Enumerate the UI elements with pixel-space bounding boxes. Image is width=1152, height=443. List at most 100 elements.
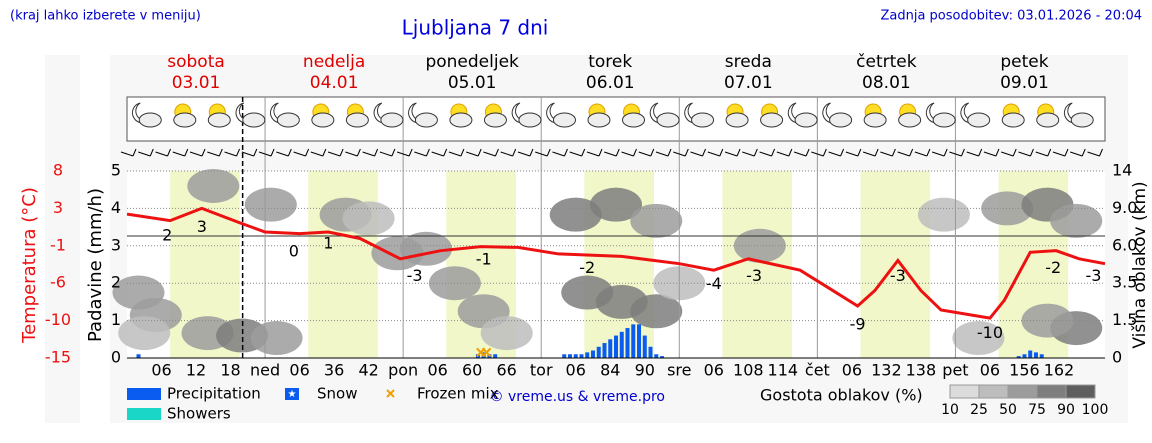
cloud-blob [590, 187, 642, 222]
wind-barb [167, 148, 171, 157]
cloud-tick-label: 3.5 [1112, 273, 1137, 292]
updated: Zadnja posodobitev: 03.01.2026 - 20:04 [880, 9, 1142, 24]
cloud-blob [118, 316, 171, 351]
precip-bar [619, 331, 624, 358]
precip-bar [648, 346, 653, 358]
wind-barb [138, 151, 151, 157]
cloud-icon [483, 112, 507, 128]
precip-bar [1039, 354, 1044, 358]
cloud-axis-title: Višina oblakov (km) [1130, 181, 1150, 348]
precip-bar [1022, 354, 1027, 358]
x-tick-label: 138 [906, 361, 937, 380]
temperature-axis-title: Temperatura (°C) [19, 187, 40, 344]
legend-label: Precipitation [167, 385, 261, 403]
temperature-tick-label: 8 [53, 161, 63, 180]
legend-swatch [127, 408, 161, 420]
day-date: 08.01 [862, 73, 911, 93]
wind-barb [897, 151, 910, 157]
precip-bar [136, 354, 141, 358]
x-tick-label: pet [942, 361, 968, 380]
legend-swatch [127, 388, 161, 400]
day-name: nedelja [303, 52, 365, 72]
x-tick-label: tor [530, 361, 553, 380]
x-tick-label: 114 [768, 361, 799, 380]
y-tick-label: 3 [111, 235, 121, 254]
wind-barb [236, 148, 241, 157]
wind-barb [362, 151, 375, 157]
wind-barb [805, 148, 810, 157]
temperature-line [126, 206, 1106, 320]
day-name: ponedeljek [425, 52, 519, 72]
cloud-icon [138, 112, 162, 128]
x-tick-label: 12 [186, 361, 206, 380]
x-tick-label: 84 [600, 361, 620, 380]
wind-barb [914, 151, 928, 157]
wind-barb [995, 148, 1000, 157]
wind-barb [149, 148, 154, 157]
wind-barb [788, 148, 793, 157]
precip-bar [614, 335, 618, 358]
cloud-icon [173, 112, 197, 128]
day-name: četrtek [856, 52, 917, 72]
day-name: sobota [167, 52, 225, 72]
wind-barb [736, 148, 741, 157]
temperature-label: -2 [579, 258, 595, 277]
wind-barb [448, 151, 462, 157]
wind-barb [466, 151, 479, 157]
cloud-blob [733, 228, 786, 263]
wind-barb [414, 151, 427, 157]
wind-barb [1070, 151, 1083, 157]
temperature-tick-label: -10 [45, 310, 71, 329]
wind-barb [960, 148, 965, 157]
cloud-legend-box [1065, 384, 1096, 399]
y-tick-label: 1 [111, 310, 121, 329]
cloud-icon [691, 112, 715, 128]
cloud-tick-label: 9.0 [1112, 198, 1137, 217]
wind-barb [552, 151, 565, 157]
x-tick-label: 162 [1044, 361, 1075, 380]
wind-barb [1001, 151, 1014, 157]
cloud-icon [414, 112, 438, 128]
temperature-label: -3 [746, 266, 762, 285]
cloud-blob [187, 168, 240, 203]
wind-barb [517, 151, 531, 157]
x-tick-label: pon [388, 361, 418, 380]
temperature-label: -1 [476, 250, 492, 269]
wind-barb [707, 151, 720, 157]
wind-barb [673, 151, 686, 157]
legend-swatch [285, 388, 299, 400]
wind-barb [880, 151, 893, 157]
day-date: 07.01 [724, 73, 773, 93]
wind-barb [638, 151, 651, 157]
wind-barb [793, 151, 807, 157]
wind-barb [753, 148, 758, 157]
cloud-icon [725, 112, 749, 128]
x-tick-label: 42 [358, 361, 378, 380]
precip-bar [562, 354, 567, 358]
wind-barb [702, 148, 707, 157]
cloud-icon [587, 112, 611, 128]
wind-barb [310, 151, 324, 157]
cloud-icon [794, 112, 818, 128]
cloud-tick-label: 0 [1112, 348, 1122, 367]
wind-barb [276, 151, 289, 157]
cloud-icon [863, 112, 887, 128]
precip-bar [1028, 350, 1033, 358]
cloud-icon [1001, 112, 1025, 128]
cloud-icon [656, 112, 680, 128]
cloud-icon [207, 112, 231, 128]
wind-barb [811, 151, 824, 157]
panel [45, 55, 80, 423]
wind-barb [857, 148, 862, 157]
temperature-label: -3 [890, 266, 906, 285]
cloud-icon [242, 112, 266, 128]
wind-barb [667, 148, 672, 157]
cloud-blob [1021, 303, 1074, 338]
cloud-blob [630, 294, 683, 329]
wind-barb [184, 148, 189, 157]
wind-barb [391, 148, 396, 157]
wind-barb [949, 151, 962, 157]
cloud-legend-label: 75 [1028, 402, 1046, 418]
cloud-icon [760, 112, 784, 128]
